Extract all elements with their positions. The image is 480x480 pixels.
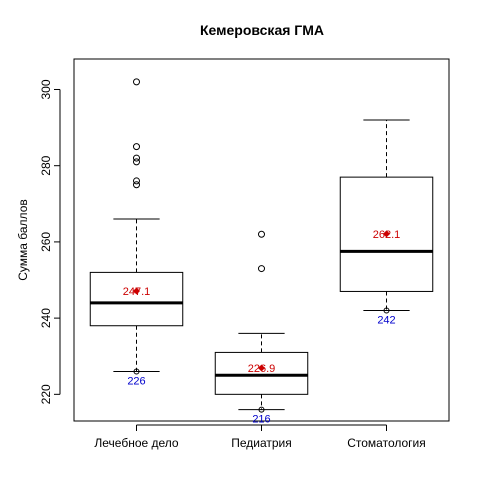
min-label: 226 [127, 375, 145, 387]
outlier-point [133, 154, 140, 162]
mean-point [383, 230, 390, 238]
box-group: 242 262.1 [339, 119, 434, 326]
box-group: 216 226.9 [214, 230, 309, 426]
y-axis-label: Сумма баллов [16, 199, 30, 281]
min-point [383, 307, 390, 314]
boxes: 226 247.1 216 226.9 242 262.1 [89, 78, 434, 426]
mean-point [133, 287, 140, 295]
outlier-point [258, 230, 265, 238]
x-axis: Лечебное дело Педиатрия Стоматология [94, 424, 426, 450]
chart-title: Кемеровская ГМА [200, 22, 324, 38]
outlier-point [133, 143, 140, 151]
box-iqr [339, 176, 434, 292]
outlier-point [133, 78, 140, 86]
y-tick-label: 280 [39, 155, 53, 175]
mean-label: 247.1 [123, 286, 151, 298]
plot-frame [73, 58, 450, 422]
box-group: 226 247.1 [89, 78, 184, 387]
y-tick-label: 220 [39, 384, 53, 404]
mean-label: 262.1 [373, 229, 401, 241]
mean-label: 226.9 [248, 363, 276, 375]
min-point [133, 368, 140, 375]
outlier-point [133, 181, 140, 189]
x-tick-label: Педиатрия [231, 436, 292, 450]
x-tick-label: Лечебное дело [94, 436, 179, 450]
y-axis: 220 240 260 280 300 [39, 79, 61, 404]
x-tick-label: Стоматология [347, 436, 426, 450]
box-iqr [89, 271, 184, 327]
outlier-point [133, 177, 140, 185]
min-label: 242 [377, 314, 395, 326]
min-point [258, 406, 265, 413]
outlier-point [133, 158, 140, 166]
y-tick-label: 300 [39, 79, 53, 99]
mean-point [258, 364, 265, 372]
y-tick-label: 260 [39, 232, 53, 252]
min-label: 216 [252, 414, 270, 426]
box-iqr [214, 351, 309, 395]
y-tick-label: 240 [39, 308, 53, 328]
outlier-point [258, 265, 265, 273]
